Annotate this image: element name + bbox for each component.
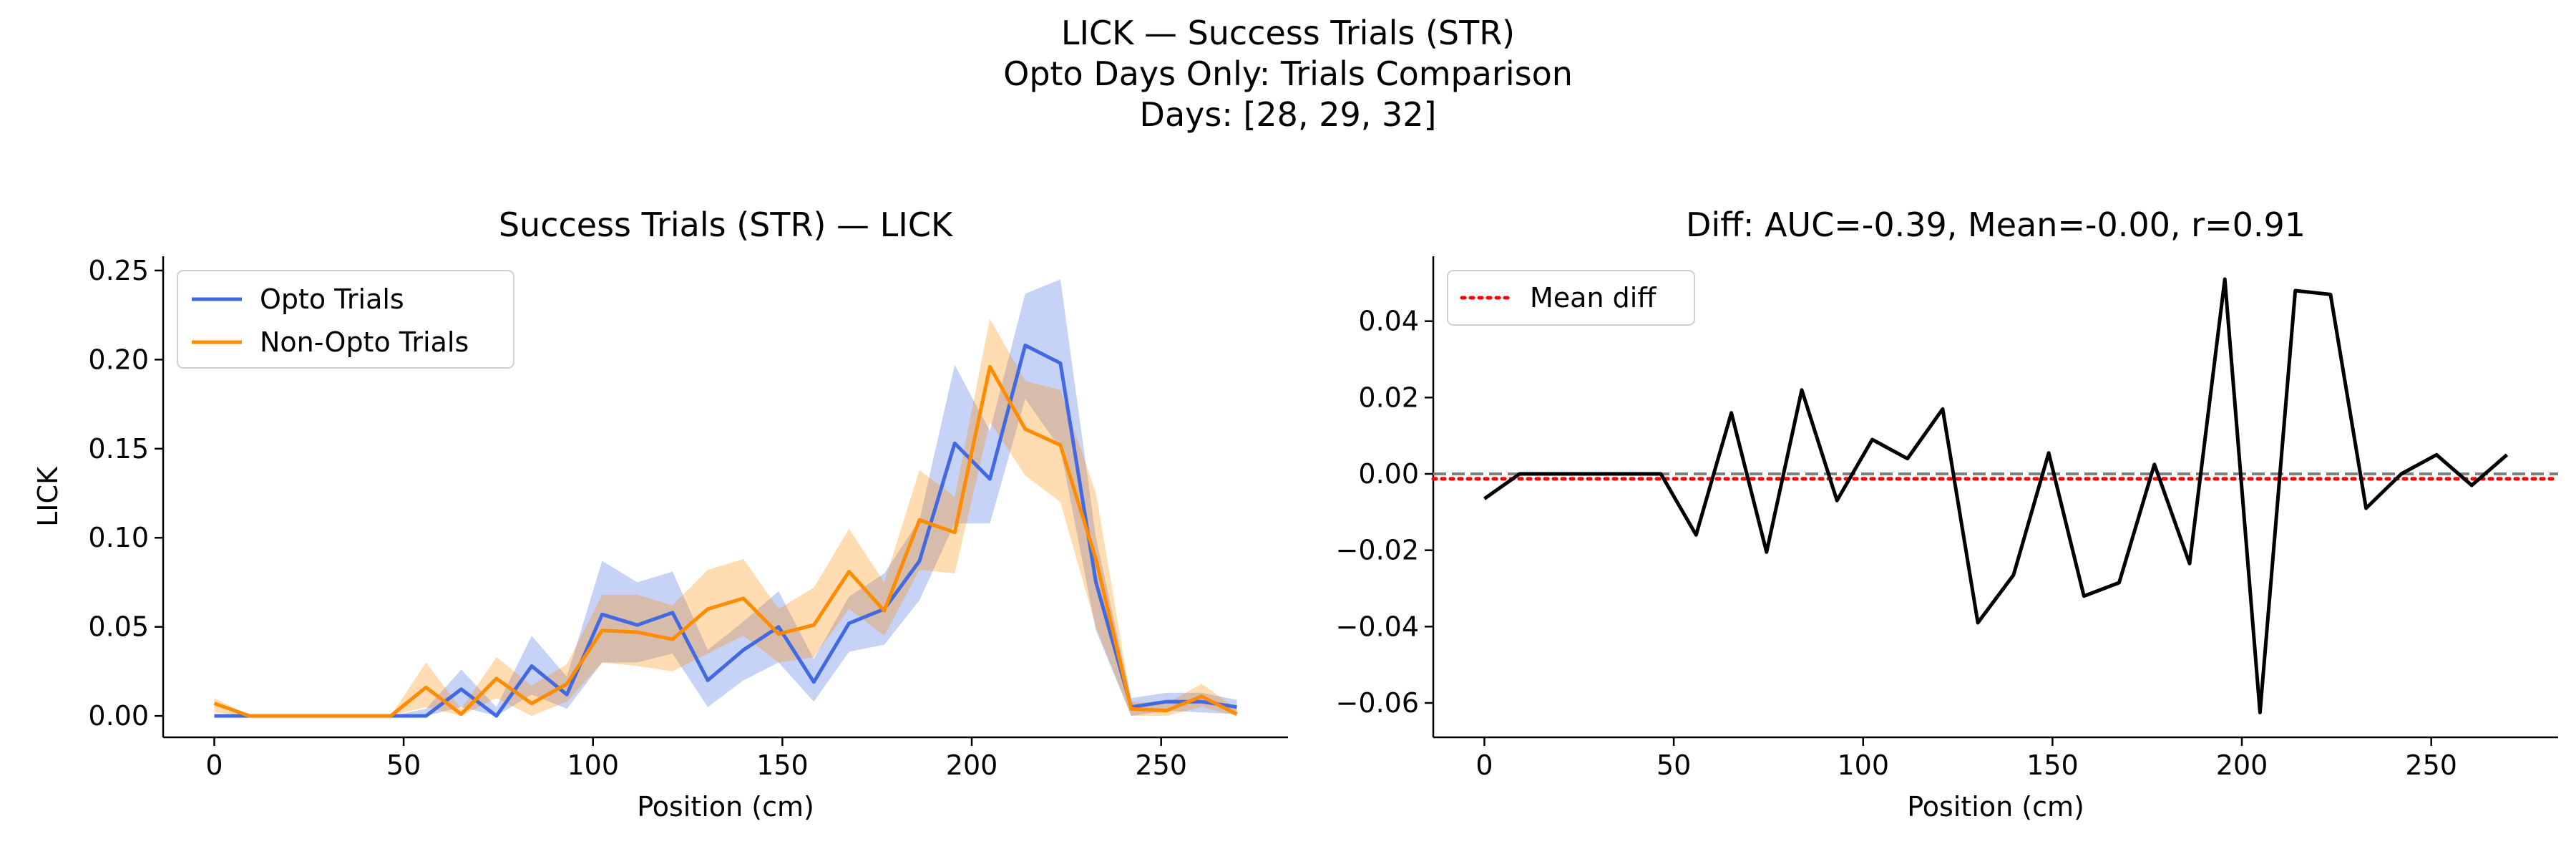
suptitle-line-2: Opto Days Only: Trials Comparison — [1003, 54, 1573, 93]
x-tick-label: 150 — [2026, 749, 2079, 781]
legend-frame — [177, 270, 514, 369]
legend: Opto Trials Non-Opto Trials — [177, 270, 514, 369]
x-tick-label: 0 — [1475, 749, 1493, 781]
x-tick-label: 100 — [1837, 749, 1889, 781]
series-line-non-opto — [213, 364, 1238, 718]
suptitle-line-1: LICK — Success Trials (STR) — [1060, 14, 1516, 52]
y-tick-label: 0.05 — [88, 611, 149, 643]
x-tick-label: 250 — [2405, 749, 2457, 781]
x-tick-label: 50 — [386, 749, 421, 781]
y-tick-label: 0.00 — [88, 700, 149, 732]
legend-frame — [1447, 270, 1695, 326]
confidence-band-non-opto — [214, 319, 1237, 717]
x-tick-label: 0 — [205, 749, 223, 781]
y-tick-label: −0.04 — [1336, 611, 1419, 642]
y-axis-label: LICK — [32, 466, 64, 527]
legend-label-opto: Opto Trials — [260, 283, 404, 315]
y-tick-label: 0.15 — [88, 433, 149, 465]
y-tick-label: 0.20 — [88, 344, 149, 375]
series-line-diff — [1483, 277, 2509, 714]
x-axis-label: Position (cm) — [637, 791, 814, 822]
x-tick-label: 150 — [756, 749, 809, 781]
legend-label-non-opto: Non-Opto Trials — [260, 326, 469, 358]
legend-label-mean-diff: Mean diff — [1530, 282, 1657, 314]
y-tick-label: 0.00 — [1358, 458, 1419, 490]
y-tick-label: 0.10 — [88, 522, 149, 553]
chart-title: Success Trials (STR) — LICK — [499, 205, 954, 244]
y-tick-label: 0.02 — [1358, 382, 1419, 413]
x-tick-label: 200 — [946, 749, 998, 781]
y-tick-label: 0.25 — [88, 255, 149, 286]
chart-right: Diff: AUC=-0.39, Mean=-0.00, r=0.91 0 50 10… — [1336, 205, 2560, 822]
y-tick-label: −0.06 — [1336, 687, 1419, 719]
y-tick-label: −0.02 — [1336, 535, 1419, 566]
x-tick-label: 250 — [1135, 749, 1187, 781]
x-tick-label: 100 — [567, 749, 619, 781]
suptitle-line-3: Days: [28, 29, 32] — [1139, 95, 1437, 134]
x-axis-label: Position (cm) — [1907, 791, 2084, 822]
x-tick-label: 200 — [2216, 749, 2268, 781]
x-tick-label: 50 — [1657, 749, 1691, 781]
y-tick-label: 0.04 — [1358, 306, 1419, 337]
chart-title: Diff: AUC=-0.39, Mean=-0.00, r=0.91 — [1686, 205, 2306, 244]
chart-left: Success Trials (STR) — LICK 0 50 100 150 200 2… — [32, 205, 1288, 822]
legend: Mean diff — [1447, 270, 1695, 326]
